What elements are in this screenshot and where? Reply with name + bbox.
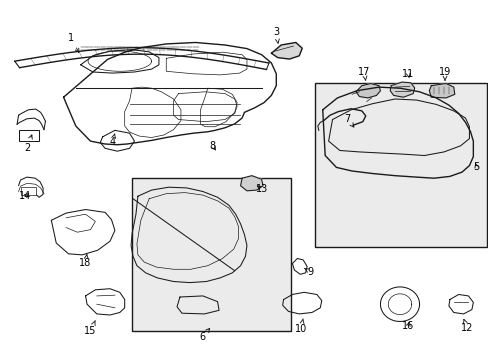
FancyBboxPatch shape (315, 83, 486, 247)
Text: 3: 3 (273, 27, 279, 43)
Text: 10: 10 (294, 319, 306, 334)
Polygon shape (240, 176, 263, 191)
Text: 7: 7 (344, 114, 353, 127)
Text: 4: 4 (109, 134, 115, 147)
Text: 17: 17 (357, 67, 370, 80)
Polygon shape (271, 42, 302, 59)
Text: 18: 18 (79, 255, 92, 268)
Text: 1: 1 (68, 33, 79, 53)
Text: 15: 15 (84, 321, 97, 336)
FancyBboxPatch shape (132, 178, 290, 331)
Text: 2: 2 (24, 135, 32, 153)
Polygon shape (355, 84, 380, 98)
Text: 19: 19 (438, 67, 450, 80)
Text: 8: 8 (209, 141, 215, 151)
Text: 14: 14 (19, 191, 32, 201)
Polygon shape (428, 84, 454, 98)
Text: 12: 12 (460, 319, 472, 333)
Text: 5: 5 (473, 162, 479, 172)
Polygon shape (389, 82, 414, 97)
Text: 6: 6 (200, 328, 209, 342)
Text: 9: 9 (304, 267, 313, 277)
Text: 16: 16 (401, 321, 414, 331)
Text: 13: 13 (255, 184, 267, 194)
Text: 11: 11 (401, 69, 414, 79)
